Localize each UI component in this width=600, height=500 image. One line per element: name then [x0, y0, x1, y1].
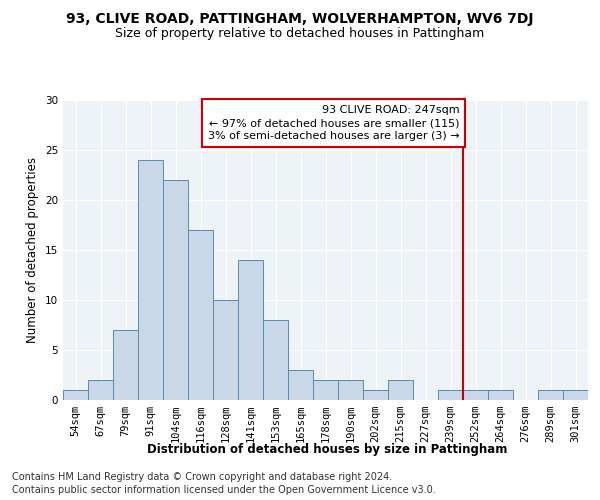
Bar — [138, 160, 163, 400]
Bar — [538, 390, 563, 400]
Bar — [463, 390, 488, 400]
Text: Distribution of detached houses by size in Pattingham: Distribution of detached houses by size … — [147, 442, 507, 456]
Bar — [488, 390, 513, 400]
Text: 93, CLIVE ROAD, PATTINGHAM, WOLVERHAMPTON, WV6 7DJ: 93, CLIVE ROAD, PATTINGHAM, WOLVERHAMPTO… — [66, 12, 534, 26]
Bar — [163, 180, 188, 400]
Bar — [288, 370, 313, 400]
Bar — [363, 390, 388, 400]
Bar — [113, 330, 138, 400]
Bar — [238, 260, 263, 400]
Text: Contains HM Land Registry data © Crown copyright and database right 2024.: Contains HM Land Registry data © Crown c… — [12, 472, 392, 482]
Bar — [388, 380, 413, 400]
Bar — [188, 230, 213, 400]
Bar — [213, 300, 238, 400]
Text: Size of property relative to detached houses in Pattingham: Size of property relative to detached ho… — [115, 28, 485, 40]
Bar — [338, 380, 363, 400]
Text: Contains public sector information licensed under the Open Government Licence v3: Contains public sector information licen… — [12, 485, 436, 495]
Bar — [263, 320, 288, 400]
Bar — [88, 380, 113, 400]
Y-axis label: Number of detached properties: Number of detached properties — [26, 157, 40, 343]
Text: 93 CLIVE ROAD: 247sqm
← 97% of detached houses are smaller (115)
3% of semi-deta: 93 CLIVE ROAD: 247sqm ← 97% of detached … — [208, 105, 459, 142]
Bar — [438, 390, 463, 400]
Bar — [563, 390, 588, 400]
Bar — [63, 390, 88, 400]
Bar — [313, 380, 338, 400]
